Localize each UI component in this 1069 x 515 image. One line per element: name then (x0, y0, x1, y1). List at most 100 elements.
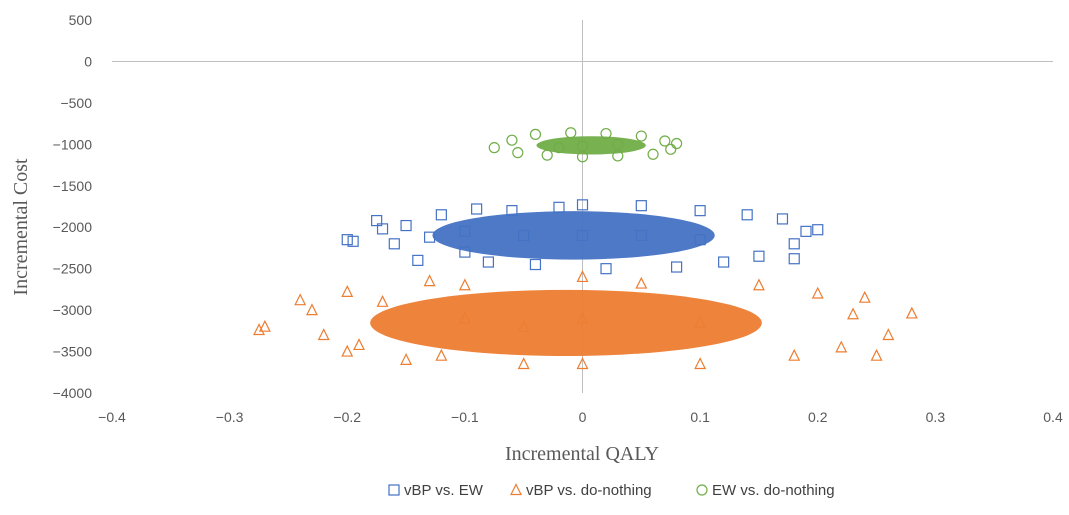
data-point (905, 306, 918, 319)
y-tick-label: −4000 (53, 385, 93, 401)
data-point (694, 205, 706, 217)
data-point (258, 319, 271, 332)
legend: vBP vs. EW vBP vs. do-nothing EW vs. do-no… (388, 482, 835, 499)
data-point (376, 223, 389, 235)
series-square (341, 199, 824, 275)
data-point (458, 311, 471, 324)
data-point (576, 311, 589, 324)
data-point (694, 234, 706, 246)
y-tick-label: −1500 (53, 178, 93, 194)
data-point (305, 303, 318, 316)
data-point (718, 256, 730, 268)
series-circle (488, 127, 683, 163)
legend-marker-square (388, 484, 400, 496)
data-point (835, 340, 848, 353)
data-point (753, 250, 765, 262)
data-point (665, 143, 677, 155)
data-point (647, 148, 659, 160)
data-point (847, 307, 860, 320)
legend-marker-circle (696, 484, 708, 496)
data-point (341, 285, 354, 297)
data-point (812, 224, 824, 236)
data-point (600, 127, 612, 140)
data-point (512, 147, 524, 159)
data-point (459, 246, 471, 258)
x-axis-title: Incremental QALY (505, 443, 659, 465)
series-core (370, 289, 762, 356)
data-point (635, 276, 648, 289)
series-triangle (253, 270, 918, 370)
data-point (788, 348, 801, 361)
y-tick-label: −3000 (53, 302, 93, 318)
x-tick-label: 0.1 (690, 409, 710, 425)
y-tick-label: −500 (60, 95, 92, 111)
data-point (353, 338, 365, 351)
data-point (294, 293, 307, 306)
legend-label: EW vs. do-nothing (712, 482, 835, 499)
data-point (612, 150, 624, 162)
data-point (553, 142, 565, 154)
legend-item: vBP vs. EW (388, 482, 484, 499)
x-tick-label: 0 (579, 409, 587, 425)
data-point (600, 263, 612, 275)
data-point (529, 258, 542, 271)
data-point (635, 200, 647, 212)
data-point (576, 151, 589, 163)
data-point (870, 348, 883, 361)
data-point (670, 137, 683, 150)
data-point (811, 286, 824, 299)
data-point (458, 278, 471, 291)
data-point (529, 128, 542, 140)
data-point (435, 209, 447, 221)
y-tick-label: −2500 (53, 261, 93, 277)
data-point (253, 323, 266, 336)
y-tick-label: 0 (84, 53, 92, 69)
y-tick-label: −3500 (53, 344, 93, 360)
data-point (788, 253, 800, 265)
data-point (776, 213, 789, 225)
data-point (317, 328, 330, 341)
data-point (694, 315, 707, 328)
data-point (752, 278, 765, 291)
x-tick-label: −0.4 (98, 409, 126, 425)
data-point (659, 135, 671, 147)
data-point (482, 256, 494, 268)
x-tick-label: −0.2 (333, 409, 361, 425)
data-point (576, 199, 589, 211)
x-tick-label: 0.2 (808, 409, 828, 425)
data-point (518, 229, 530, 242)
data-point (506, 205, 518, 217)
y-tick-label: −2000 (53, 219, 93, 235)
legend-marker-triangle (510, 483, 522, 496)
data-point (612, 138, 624, 150)
data-point (347, 235, 359, 247)
data-point (388, 238, 400, 250)
data-point (576, 229, 589, 242)
data-point (488, 142, 500, 154)
data-point (517, 357, 530, 370)
data-point (341, 234, 353, 246)
data-point (376, 294, 389, 307)
data-point (506, 134, 518, 146)
data-point (741, 209, 753, 221)
legend-label: vBP vs. EW (404, 482, 484, 499)
data-point (341, 344, 354, 357)
y-tick-label: 500 (69, 12, 93, 28)
legend-item: vBP vs. do-nothing (510, 482, 652, 499)
data-point (635, 130, 647, 142)
data-point (423, 231, 436, 243)
data-point (435, 348, 448, 361)
data-point (541, 149, 553, 161)
x-tick-label: 0.4 (1043, 409, 1063, 425)
data-point (670, 261, 683, 273)
data-point (788, 238, 800, 250)
data-point (371, 214, 383, 227)
x-tick-label: −0.3 (216, 409, 244, 425)
data-point (423, 274, 436, 287)
x-tick-label: −0.1 (451, 409, 479, 425)
plot-area (253, 127, 918, 370)
data-point (576, 140, 589, 152)
data-point (800, 225, 812, 237)
legend-item: EW vs. do-nothing (696, 482, 835, 499)
data-point (400, 353, 413, 365)
